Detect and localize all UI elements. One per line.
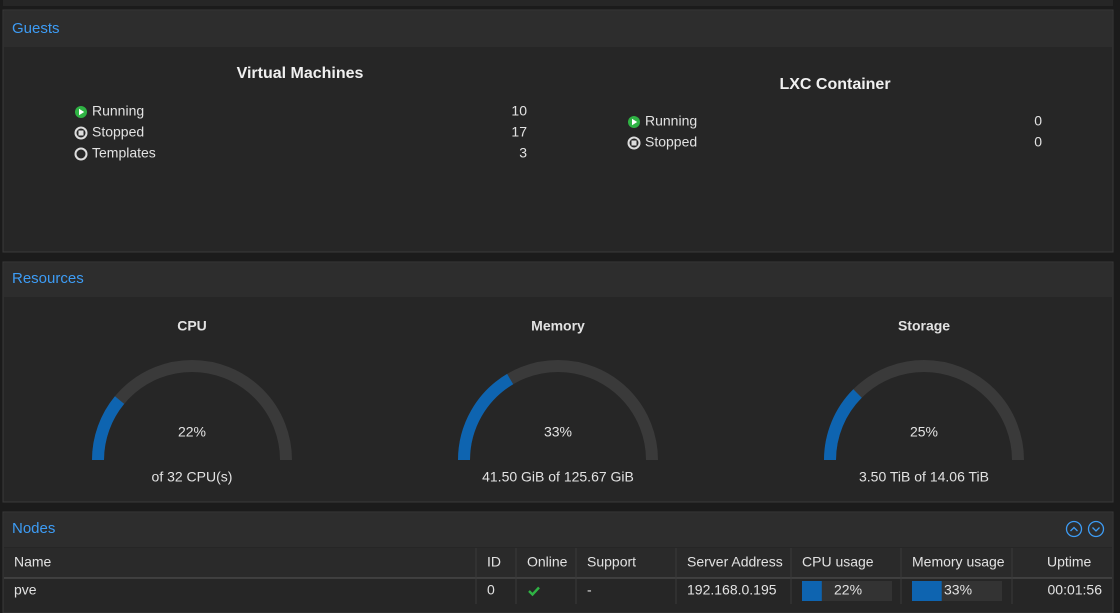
gauge-detail: 41.50 GiB of 125.67 GiB [482, 469, 634, 485]
panel-title: Nodes [12, 520, 55, 537]
column-header: Memory usage [912, 554, 1005, 570]
stopped-icon [74, 126, 88, 140]
column-header: Online [527, 554, 568, 570]
cell-support: - [587, 582, 592, 598]
column-header: Uptime [1047, 554, 1092, 570]
usage-track [802, 581, 892, 601]
gauge-title: Memory [531, 318, 585, 334]
gauge-detail: 3.50 TiB of 14.06 TiB [859, 469, 989, 485]
gauge-title: Storage [898, 318, 950, 334]
table-header [4, 548, 1112, 578]
status-count: 3 [519, 145, 527, 161]
status-count: 0 [1034, 113, 1042, 129]
guests-header [4, 11, 1112, 47]
cell-address: 192.168.0.195 [687, 582, 777, 598]
gauge-arc [92, 396, 125, 461]
status-label: Running [92, 103, 144, 119]
status-label: Running [645, 113, 697, 129]
column-header: CPU usage [802, 554, 874, 570]
usage-bar [802, 581, 822, 601]
stopped-icon-glyph [78, 130, 84, 136]
panel-title: Guests [12, 20, 60, 37]
gauge-value: 22% [178, 424, 206, 440]
column-header: Support [587, 554, 636, 570]
cell-id: 0 [487, 582, 495, 598]
column-header: ID [487, 554, 501, 570]
status-count: 0 [1034, 134, 1042, 150]
stopped-icon-glyph [631, 140, 637, 146]
status-label: Stopped [92, 124, 144, 140]
collapse-button[interactable] [1065, 520, 1083, 538]
status-count: 17 [511, 124, 527, 140]
gauge-value: 25% [910, 424, 938, 440]
gauge-arc [458, 373, 514, 461]
panel-title: Resources [12, 270, 84, 287]
section-title: LXC Container [779, 76, 890, 93]
nodes-header [4, 513, 1112, 547]
gauge-title: CPU [177, 318, 207, 334]
column-header: Server Address [687, 554, 783, 570]
stopped-icon [627, 136, 641, 150]
running-icon-glyph [632, 118, 638, 126]
resources-panel [2, 261, 1114, 503]
usage-bar [912, 581, 942, 601]
usage-label: 33% [944, 582, 972, 598]
column-header: Name [14, 554, 52, 570]
gauge-value: 33% [544, 424, 572, 440]
status-label: Stopped [645, 134, 697, 150]
previous-panel [3, 0, 1113, 6]
resources-header [4, 263, 1112, 297]
guests-panel [2, 9, 1114, 253]
template-icon [74, 147, 88, 161]
online-check [528, 586, 540, 597]
gauge-detail: of 32 CPU(s) [152, 469, 233, 485]
running-icon-glyph [79, 108, 85, 116]
section-title: Virtual Machines [237, 65, 364, 82]
usage-label: 22% [834, 582, 862, 598]
cell-uptime: 00:01:56 [1048, 582, 1103, 598]
gauge-arc [824, 389, 862, 461]
cell-name: pve [14, 582, 37, 598]
status-count: 10 [511, 103, 527, 119]
status-label: Templates [92, 145, 156, 161]
expand-button[interactable] [1087, 520, 1105, 538]
